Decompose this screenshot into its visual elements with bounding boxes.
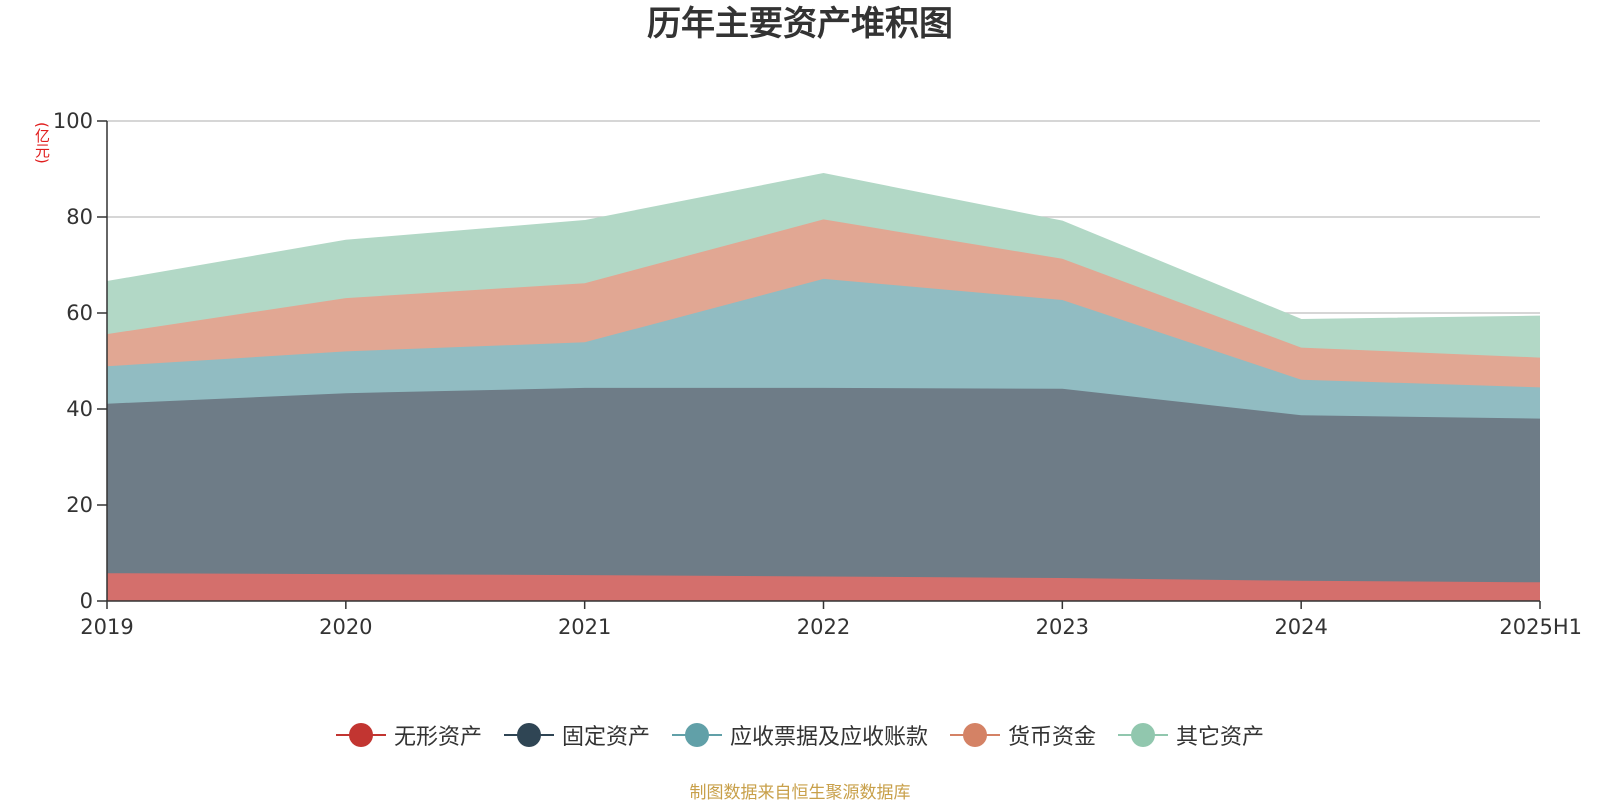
y-tick-label: 80 bbox=[66, 205, 93, 229]
legend-marker-icon bbox=[1118, 722, 1169, 748]
legend-item-3[interactable]: 货币资金 bbox=[950, 719, 1096, 751]
legend-marker-dot bbox=[684, 723, 709, 747]
legend-marker-dot bbox=[348, 723, 373, 747]
y-tick-label: 60 bbox=[66, 301, 93, 325]
chart-title: 历年主要资产堆积图 bbox=[647, 4, 953, 44]
legend-item-4[interactable]: 其它资产 bbox=[1118, 719, 1264, 751]
legend-marker-icon bbox=[503, 722, 554, 748]
legend-label: 固定资产 bbox=[561, 725, 650, 750]
y-tick-label: 20 bbox=[66, 493, 93, 517]
area-series-4[interactable] bbox=[107, 173, 1540, 358]
y-axis-unit-label: (亿元) bbox=[33, 122, 51, 164]
legend-marker-icon bbox=[671, 722, 722, 748]
legend-label: 无形资产 bbox=[393, 725, 482, 750]
legend-marker-dot bbox=[963, 723, 987, 747]
axes bbox=[97, 120, 1541, 609]
x-tick-label: 2019 bbox=[80, 615, 133, 639]
area-series-layer bbox=[106, 173, 1541, 601]
tick-labels: 0 20 40 60 80 100 2019 2020 2021 2022 2023 2024 2025… bbox=[53, 109, 1582, 639]
area-series-1[interactable] bbox=[107, 387, 1540, 583]
x-tick-label: 2021 bbox=[558, 615, 611, 639]
x-tick-label: 2025H1 bbox=[1499, 615, 1582, 639]
stacked-area-chart: 0 20 40 60 80 100 2019 2020 2021 2022 2023 2024 2025… bbox=[53, 109, 1582, 639]
legend-item-1[interactable]: 固定资产 bbox=[503, 719, 650, 751]
y-tick-label: 100 bbox=[53, 109, 93, 133]
legend: 无形资产 固定资产 应收票据及应收账款 货币资金 其它资产 bbox=[0, 718, 1600, 752]
x-tick-label: 2023 bbox=[1036, 615, 1089, 639]
x-tick-label: 2022 bbox=[797, 615, 850, 639]
legend-label: 货币资金 bbox=[1008, 725, 1097, 750]
y-tick-label: 40 bbox=[66, 397, 93, 421]
legend-label: 其它资产 bbox=[1176, 725, 1265, 750]
area-series-2[interactable] bbox=[107, 278, 1540, 419]
area-series-3[interactable] bbox=[107, 219, 1540, 388]
source-note: 制图数据来自恒生聚源数据库 bbox=[689, 783, 911, 803]
area-series-line-4 bbox=[106, 173, 1541, 321]
legend-marker-dot bbox=[1131, 723, 1156, 747]
legend-label: 应收票据及应收账款 bbox=[729, 725, 928, 750]
legend-item-2[interactable]: 应收票据及应收账款 bbox=[671, 719, 928, 751]
legend-marker-dot bbox=[516, 723, 541, 747]
x-tick-label: 2024 bbox=[1274, 615, 1327, 639]
legend-marker-icon bbox=[950, 722, 1000, 748]
legend-item-0[interactable]: 无形资产 bbox=[335, 719, 482, 751]
y-tick-label: 0 bbox=[80, 589, 93, 613]
x-tick-label: 2020 bbox=[319, 615, 372, 639]
legend-marker-icon bbox=[335, 722, 386, 748]
